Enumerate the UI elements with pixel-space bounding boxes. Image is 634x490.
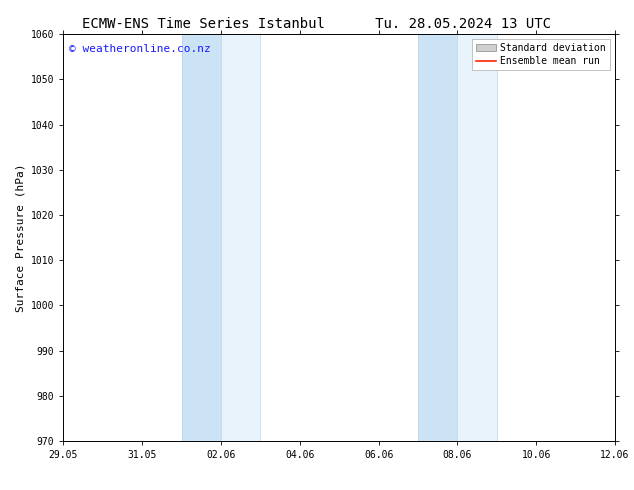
Y-axis label: Surface Pressure (hPa): Surface Pressure (hPa) [15,163,25,312]
Bar [457,34,497,441]
Bar [181,34,221,441]
Bar [221,34,261,441]
Bar [418,34,457,441]
Legend: Standard deviation, Ensemble mean run: Standard deviation, Ensemble mean run [472,39,610,70]
Text: © weatheronline.co.nz: © weatheronline.co.nz [69,45,210,54]
Text: ECMW-ENS Time Series Istanbul      Tu. 28.05.2024 13 UTC: ECMW-ENS Time Series Istanbul Tu. 28.05.… [82,17,552,31]
